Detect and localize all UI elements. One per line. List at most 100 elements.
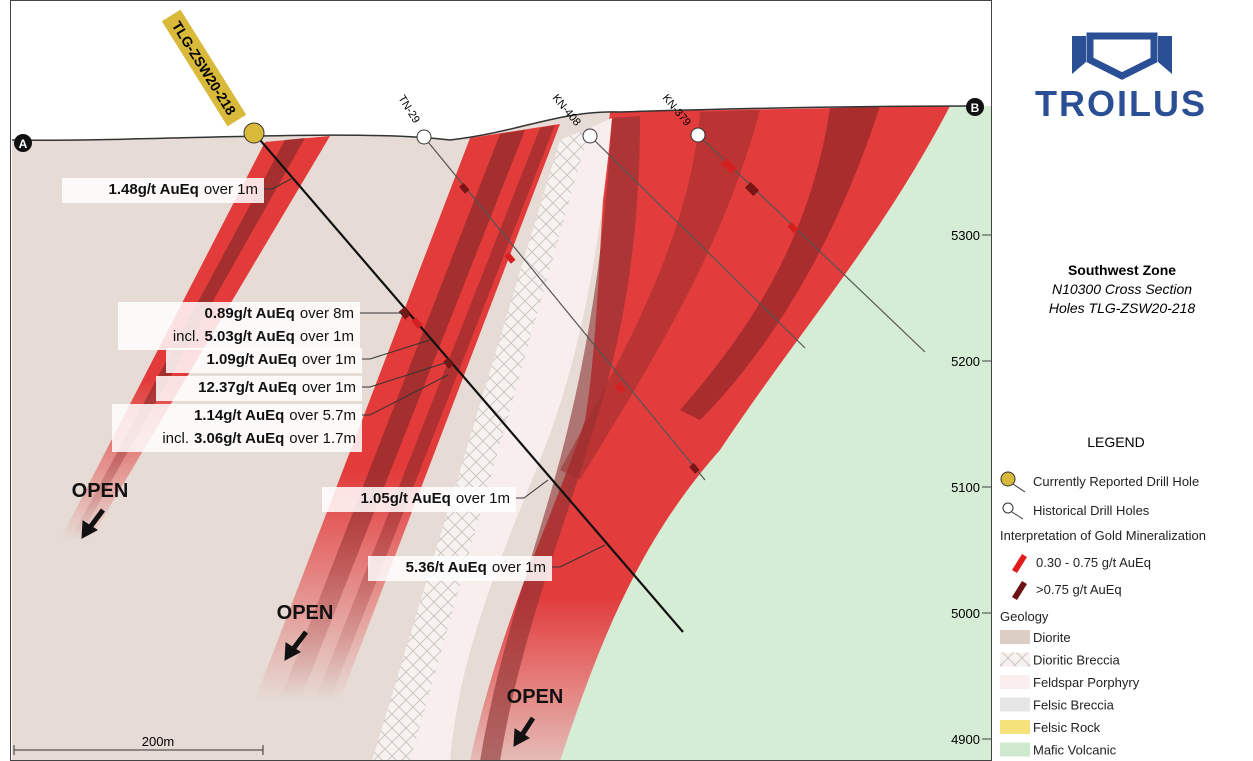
intercept-length: over 1m <box>302 379 356 396</box>
intercept-length: over 1.7m <box>289 430 356 447</box>
intercept-length: over 1m <box>302 351 356 368</box>
topography <box>11 105 976 141</box>
legend-swatch <box>1000 697 1030 712</box>
intercept-label: 12.37g/t AuEq over 1m <box>198 379 356 396</box>
drill-hole-trace-current <box>253 132 684 633</box>
legend-text: Geology <box>1000 609 1049 624</box>
intercept-length: over 1m <box>492 559 546 576</box>
legend-text: Currently Reported Drill Hole <box>1033 474 1199 489</box>
mineral-band-high <box>280 130 525 700</box>
scale-label: 200m <box>142 734 175 749</box>
legend-text: Feldspar Porphyry <box>1033 675 1140 690</box>
legend-icon <box>1012 581 1027 600</box>
legend-text: 0.30 - 0.75 g/t AuEq <box>1036 555 1151 570</box>
intercept-prefix: incl. <box>173 328 200 345</box>
intercept-length: over 1m <box>456 490 510 507</box>
intercept-grade: 5.36/t AuEq <box>406 559 487 576</box>
elevation-label: 5200 <box>951 354 980 369</box>
intercept-label: 1.05g/t AuEq over 1m <box>361 490 510 507</box>
elevation-label: 4900 <box>951 732 980 747</box>
intercept-grade: 5.03g/t AuEq <box>205 328 295 345</box>
legend-text: Dioritic Breccia <box>1033 653 1120 668</box>
intercept-box <box>118 302 360 350</box>
dark-band <box>480 116 640 761</box>
current-collar <box>243 122 265 144</box>
intercept-grade: 1.14g/t AuEq <box>194 407 284 424</box>
mafic-volcanic <box>560 106 992 761</box>
intercept-grade: 1.05g/t AuEq <box>361 490 451 507</box>
intercept-label: 5.36/t AuEq over 1m <box>406 559 546 576</box>
legend-swatch <box>1000 652 1030 667</box>
intercept-box <box>62 178 264 203</box>
intercept-label: 1.48g/t AuEq over 1m <box>109 181 258 198</box>
info-title: Southwest Zone <box>1068 262 1176 278</box>
intercept-grade: 1.48g/t AuEq <box>109 181 199 198</box>
elevation-label: 5300 <box>951 228 980 243</box>
logo-mark <box>1072 32 1172 80</box>
intercept-label: incl. 3.06g/t AuEq over 1.7m <box>162 430 356 447</box>
legend-icon <box>1011 511 1024 520</box>
legend-text: Mafic Volcanic <box>1033 743 1117 758</box>
drill-hole-trace <box>423 136 706 481</box>
intercept-prefix: incl. <box>162 430 189 447</box>
drill-hole-trace <box>589 135 806 349</box>
leader <box>264 177 294 190</box>
section-end-label: A <box>19 137 28 151</box>
leader <box>516 479 549 499</box>
legend-text: Diorite <box>1033 630 1071 645</box>
open-label: OPEN <box>277 602 334 624</box>
elevation-axis: 5300 5200 5100 5000 4900 <box>951 228 991 747</box>
leader <box>362 374 449 416</box>
info-line: N10300 Cross Section <box>1052 281 1192 297</box>
legend-swatch <box>1000 630 1030 644</box>
intercept-box <box>112 404 362 452</box>
assay-marks <box>411 158 799 394</box>
intercept-grade: 12.37g/t AuEq <box>198 379 297 396</box>
dioritic-breccia <box>372 128 590 761</box>
legend-icon <box>1012 483 1026 493</box>
intercept-label: 1.14g/t AuEq over 5.7m <box>194 407 356 424</box>
section-end <box>966 98 984 116</box>
intercept-grade: 1.09g/t AuEq <box>207 351 297 368</box>
intercept-label: 1.09g/t AuEq over 1m <box>207 351 356 368</box>
dark-band <box>560 110 760 480</box>
historical-collar <box>416 129 432 145</box>
legend-text: Historical Drill Holes <box>1033 503 1150 518</box>
legend-title: LEGEND <box>1087 434 1145 450</box>
legend-text: Felsic Breccia <box>1033 698 1115 713</box>
intercept-label: incl. 5.03g/t AuEq over 1m <box>173 328 354 345</box>
legend-swatch <box>1000 720 1030 734</box>
intercept-box <box>368 556 552 581</box>
intercept-length: over 1m <box>204 181 258 198</box>
section-end <box>14 134 32 152</box>
intercept-grade: 0.89g/t AuEq <box>205 305 295 322</box>
leader <box>362 361 449 388</box>
intercepts: 1.48g/t AuEq over 1m 0.89g/t AuEq over 8m in… <box>62 177 606 581</box>
intercept-grade: 3.06g/t AuEq <box>194 430 284 447</box>
intercept-box <box>166 348 362 373</box>
open-arrows <box>81 508 536 747</box>
intercept-box <box>156 376 362 401</box>
mineral-zone <box>470 106 950 761</box>
feldspar-porphyry <box>410 118 612 761</box>
intercept-box <box>322 487 516 512</box>
intercept-length: over 8m <box>300 305 354 322</box>
tag-box <box>161 9 247 127</box>
leader <box>362 339 431 360</box>
legend-text: Interpretation of Gold Mineralization <box>1000 528 1206 543</box>
legend-swatch <box>1000 742 1030 757</box>
legend-icon <box>1000 471 1016 487</box>
legend-swatch <box>1000 675 1030 689</box>
historical-collar <box>582 128 598 144</box>
open-label: OPEN <box>507 686 564 708</box>
legend-icon <box>1002 502 1014 514</box>
intercept-label: 0.89g/t AuEq over 8m <box>205 305 354 322</box>
legend-text: >0.75 g/t AuEq <box>1036 582 1122 597</box>
legend-icon <box>1012 554 1027 573</box>
intercept-length: over 5.7m <box>289 407 356 424</box>
geology-legend: Diorite Dioritic Breccia Feldspar Porphyry… <box>1000 630 1140 758</box>
logo-text: TROILUS <box>1035 83 1207 124</box>
elevation-label: 5100 <box>951 480 980 495</box>
intercept-length: over 1m <box>300 328 354 345</box>
